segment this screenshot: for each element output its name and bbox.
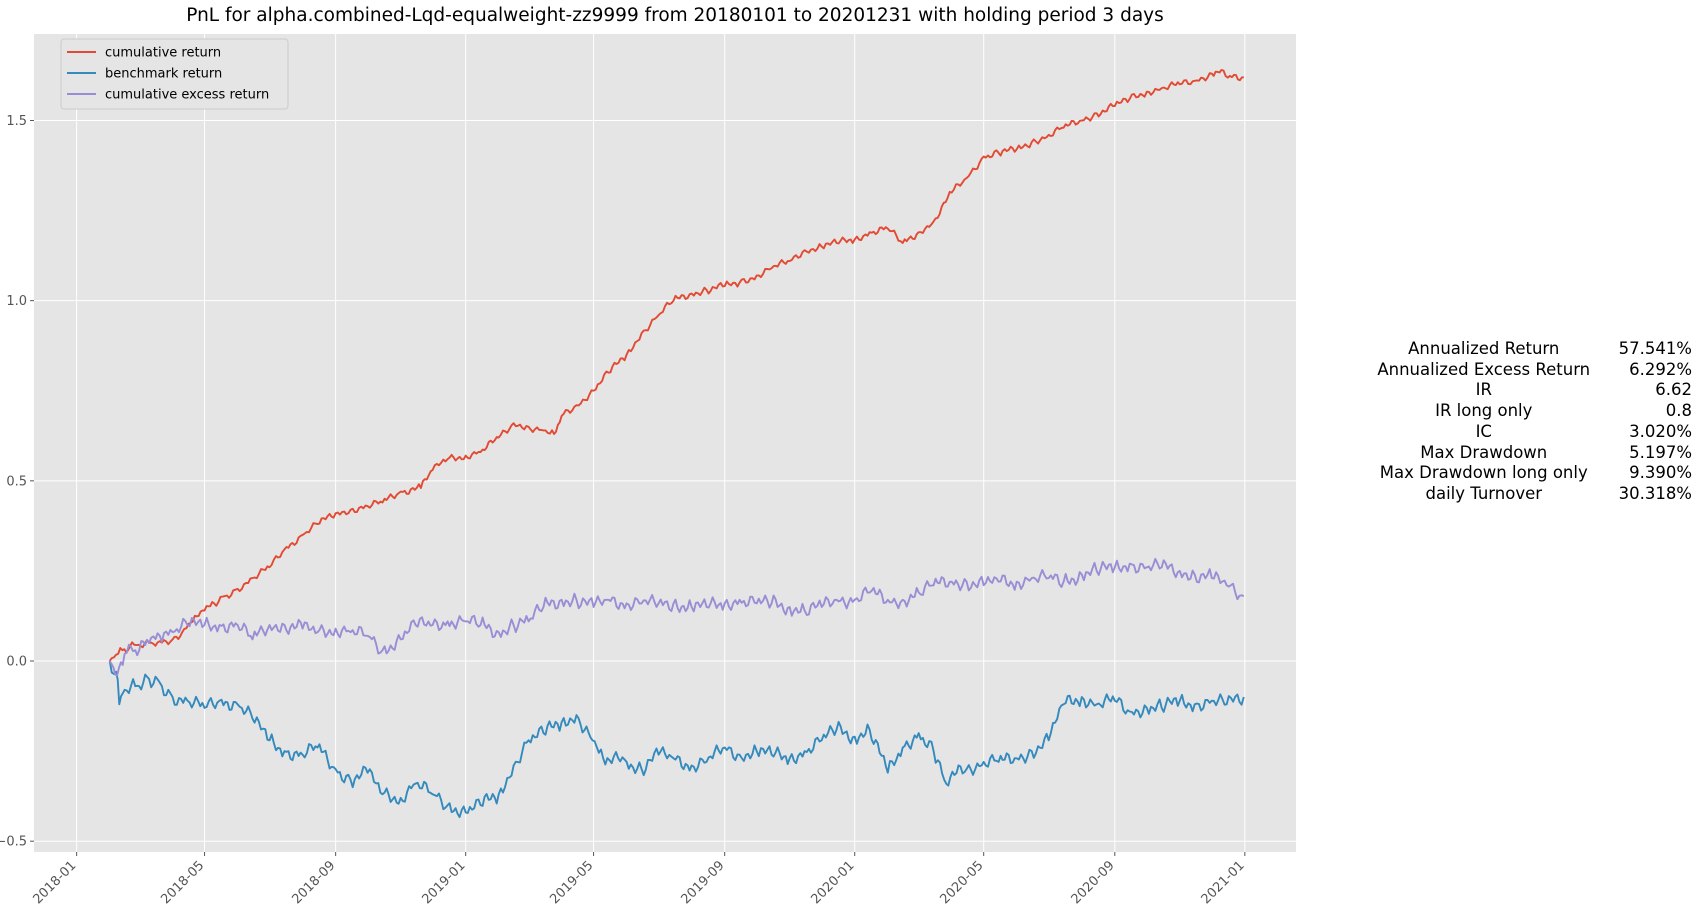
stat-value: 30.318%	[1618, 483, 1692, 503]
legend-label: cumulative excess return	[105, 88, 269, 103]
stats-row: daily Turnover 30.318%	[1370, 484, 1692, 505]
x-tick-label: 2019-01	[419, 858, 468, 907]
x-tick-label: 2020-05	[938, 858, 987, 907]
stats-row: Annualized Return 57.541%	[1370, 339, 1692, 360]
x-tick-label: 2020-09	[1069, 858, 1118, 907]
stat-label: IC	[1475, 421, 1492, 441]
x-tick-label: 2019-09	[678, 858, 727, 907]
stat-label: IR long only	[1435, 401, 1533, 421]
stats-row: Max Drawdown long only 9.390%	[1370, 463, 1692, 484]
legend-label: benchmark return	[105, 67, 222, 82]
legend-label: cumulative return	[105, 46, 221, 61]
stat-value: 6.62	[1655, 380, 1692, 400]
x-tick-label: 2018-05	[158, 858, 207, 907]
stats-row: IC 3.020%	[1370, 422, 1692, 443]
stat-label: Annualized Excess Return	[1377, 359, 1591, 379]
stat-label: daily Turnover	[1425, 483, 1543, 503]
stat-value: 6.292%	[1629, 359, 1692, 379]
x-tick-label: 2020-01	[809, 858, 858, 907]
stats-row: IR 6.62	[1370, 380, 1692, 401]
stat-label: Max Drawdown	[1420, 442, 1548, 462]
plot-area	[34, 34, 1296, 852]
stat-value: 5.197%	[1629, 442, 1692, 462]
stat-value: 3.020%	[1629, 421, 1692, 441]
series-line-cumulative-return	[108, 69, 1244, 662]
y-tick-label: 0.0	[6, 655, 27, 670]
stats-row: Annualized Excess Return 6.292%	[1370, 360, 1692, 381]
legend-box	[60, 38, 289, 110]
legend: cumulative return benchmark return cumulat…	[60, 38, 289, 110]
series-line-benchmark-return	[108, 660, 1245, 819]
y-tick-label: 0.5	[6, 474, 27, 489]
stat-value: 0.8	[1665, 401, 1692, 421]
series-line-cumulative-excess-return	[108, 557, 1245, 677]
stats-table: Annualized Return 57.541% Annualized Exces…	[1370, 339, 1692, 505]
x-axis-ticks: 2018-01 2018-05 2018-09 2019-01 2019-05 2019-…	[30, 852, 1248, 907]
y-tick-label: 1.0	[6, 294, 27, 309]
x-tick-label: 2021-01	[1199, 858, 1248, 907]
x-tick-label: 2018-01	[30, 858, 79, 907]
y-axis-ticks: −0.5 0.0 0.5 1.0 1.5	[0, 114, 34, 850]
stats-row: Max Drawdown 5.197%	[1370, 443, 1692, 464]
grid-lines	[34, 34, 1296, 852]
x-tick-label: 2019-05	[547, 858, 596, 907]
stat-label: Max Drawdown long only	[1379, 463, 1588, 483]
x-tick-label: 2018-09	[289, 858, 338, 907]
stat-value: 9.390%	[1629, 463, 1692, 483]
stats-row: IR long only 0.8	[1370, 401, 1692, 422]
series-lines	[108, 69, 1245, 819]
stat-value: 57.541%	[1618, 339, 1692, 358]
stat-label: IR	[1475, 380, 1492, 400]
stat-label: Annualized Return	[1408, 339, 1560, 358]
chart-title: PnL for alpha.combined-Lqd-equalweight-z…	[186, 5, 1164, 26]
y-tick-label: 1.5	[6, 114, 27, 129]
y-tick-label: −0.5	[0, 835, 27, 850]
